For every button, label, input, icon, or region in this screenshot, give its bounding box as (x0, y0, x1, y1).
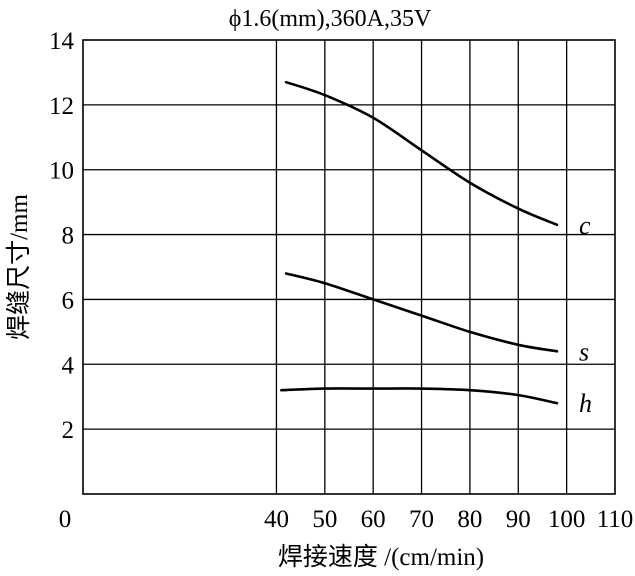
y-tick-label: 6 (62, 287, 75, 314)
x-tick-label: 110 (597, 506, 634, 533)
y-axis-ticks: 2 4 6 8 10 12 14 (49, 28, 75, 444)
y-tick-label: 12 (49, 93, 74, 120)
x-tick-label: 50 (312, 506, 337, 533)
series-line-c (284, 80, 559, 227)
gridlines (83, 40, 615, 494)
x-tick-label: 80 (457, 506, 482, 533)
y-tick-label: 4 (62, 352, 75, 379)
series-label-s: s (579, 337, 589, 366)
series-label-h: h (579, 389, 592, 418)
x-axis-ticks: 0 40 50 60 70 80 90 100 110 (59, 506, 634, 533)
chart-title: ϕ1.6(mm),360A,35V (229, 6, 432, 32)
x-tick-label: 100 (548, 506, 586, 533)
x-axis-label: 焊接速度 /(cm/min) (278, 543, 484, 571)
y-tick-label: 8 (62, 223, 75, 250)
series-line-h (280, 387, 559, 405)
y-tick-label: 14 (49, 28, 75, 55)
plot-frame (82, 39, 616, 495)
series-label-c: c (579, 211, 591, 240)
x-tick-label: 90 (506, 506, 531, 533)
x-tick-label: 70 (409, 506, 434, 533)
x-tick-label: 60 (361, 506, 386, 533)
y-tick-label: 2 (62, 417, 75, 444)
series-line-s (284, 272, 559, 353)
x-tick-label: 0 (59, 506, 72, 533)
y-axis-label: 焊缝尺寸/mm (5, 194, 33, 340)
x-tick-label: 40 (264, 506, 289, 533)
y-tick-label: 10 (49, 158, 74, 185)
series-lines: c sh (280, 80, 592, 418)
